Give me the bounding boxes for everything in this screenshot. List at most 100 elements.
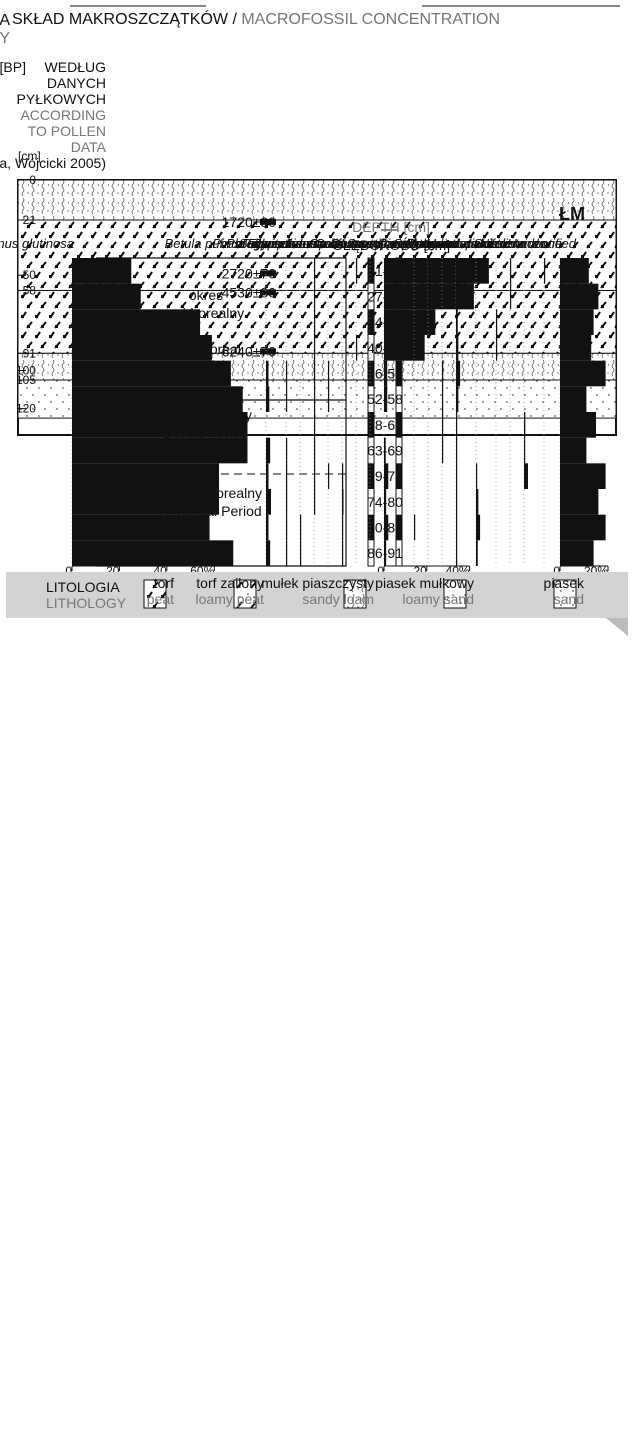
taxon-label: Carex acutiformis (315, 236, 417, 251)
date-label: 2720±70 (222, 265, 277, 281)
taxon-label: Comarum palustre (405, 236, 512, 251)
taxon-label: Juncus articulatus (253, 236, 359, 251)
bar-69-74 (314, 463, 316, 490)
litho-tick-label: 0 (29, 173, 36, 187)
bar-40-46 (314, 335, 316, 361)
legend-item-en: loamy peat (196, 591, 265, 607)
bar-74-80 (286, 489, 288, 515)
taxon-label: Equisetum sp. (248, 236, 330, 251)
bar-63-69 (265, 437, 271, 464)
litho-tick-label: 100 (16, 363, 36, 377)
legend-item-en: loamy sand (402, 591, 474, 607)
bar-21-27 (314, 258, 316, 284)
source-en-2: DATA (71, 139, 107, 155)
bar-80-86 (300, 514, 302, 541)
bar-86-91 (300, 540, 302, 566)
panel-16 (509, 258, 512, 566)
bar-69-74 (266, 463, 269, 490)
litho-tick-label: 120 (16, 402, 36, 416)
taxon-label: Polypodiales (242, 236, 316, 251)
source-pl-2: PYŁKOWYCH (17, 91, 106, 107)
legend-item-en: sand (554, 591, 584, 607)
citation: (Nita, Wójcicki 2005) (0, 155, 106, 171)
legend-item-pl: piasek (544, 575, 585, 591)
depth-ruler-block (368, 412, 374, 438)
bar-21-27 (71, 258, 132, 284)
bar-80-86 (383, 514, 389, 541)
bar-40-46 (71, 335, 212, 361)
bar-74-80 (266, 489, 271, 515)
bar-40-46 (560, 335, 592, 361)
depth-ruler-block (396, 463, 402, 490)
bar-80-86 (266, 514, 269, 541)
bar-46-52 (286, 360, 288, 387)
column-label: ŁM (559, 204, 585, 224)
bar-80-86 (475, 514, 481, 541)
panel-13 (455, 258, 461, 566)
taxon-label: Phragmites australis (226, 236, 344, 251)
bar-27-34 (509, 283, 512, 310)
legend-item-pl: torf zailony (196, 575, 264, 591)
panel-10 (413, 258, 416, 566)
bar-27-34 (560, 283, 599, 310)
bar-52-58 (560, 386, 587, 413)
depth-unit: [cm] (18, 149, 41, 163)
litho-tick-label: 105 (16, 373, 36, 387)
bar-46-52 (266, 360, 269, 387)
date-marker (260, 289, 276, 296)
bar-34-40 (560, 309, 594, 336)
bar-27-34 (456, 283, 460, 310)
bar-52-58 (72, 386, 243, 413)
taxon-label: Urtica dioica (426, 236, 498, 251)
legend-swatch-loamy-peat (233, 579, 257, 609)
legend-item-pl: torf (154, 575, 174, 591)
bar-34-40 (314, 309, 316, 336)
bar-74-80 (383, 489, 387, 515)
panel-0 (71, 258, 248, 571)
bar-46-52 (384, 360, 388, 387)
bar-34-40 (384, 309, 436, 336)
legend-title-pl: LITOLOGIA (46, 579, 120, 595)
bar-34-40 (370, 309, 372, 336)
panel-19 (559, 258, 609, 571)
bar-63-69 (314, 437, 316, 464)
bar-27-34 (71, 283, 141, 310)
bar-58-63 (524, 412, 526, 438)
legend-item-pl: mułek piaszczysty (261, 575, 374, 591)
bar-34-40 (495, 309, 498, 336)
bar-80-86 (71, 514, 210, 541)
bar-58-63 (314, 412, 316, 438)
bar-52-58 (328, 386, 330, 413)
depth-ruler-block (396, 514, 402, 541)
taxon-label: Scutellaria galericulata (347, 236, 478, 251)
bar-69-74 (286, 463, 288, 490)
bar-52-58 (441, 386, 444, 413)
bar-52-58 (384, 386, 388, 413)
chrono-en: CHRONOSTRATIGRAPHY (0, 30, 10, 47)
bar-63-69 (523, 437, 526, 464)
litho-tick-label: 50 (23, 268, 37, 282)
bar-40-46 (356, 335, 358, 361)
litho-tick-label: 91 (23, 346, 37, 360)
litho-tick-label: 58 (23, 283, 37, 297)
date-marker (260, 218, 276, 225)
bar-21-27 (384, 258, 489, 284)
bar-69-74 (455, 463, 458, 490)
panel-15 (495, 258, 498, 566)
panel-1 (265, 258, 271, 566)
panel-8 (369, 258, 372, 566)
legend-swatch-loamy-sand (443, 579, 467, 609)
bar-80-86 (560, 514, 606, 541)
c14-label: ¹⁴C [BP] (0, 59, 26, 75)
bar-27-34 (427, 283, 430, 310)
bar-63-69 (441, 437, 444, 464)
bar-40-46 (495, 335, 498, 361)
taxon-label: Carex sp. (330, 236, 386, 251)
taxon-label: Sphagnum s. Subsecunda (394, 236, 547, 251)
axis-tick-label: 0 (377, 564, 384, 578)
legend-item-pl: piasek mułkowy (375, 575, 474, 591)
axis-tick-label: 0 (553, 564, 560, 578)
bar-69-74 (72, 463, 220, 490)
depth-ruler-block (396, 360, 402, 387)
